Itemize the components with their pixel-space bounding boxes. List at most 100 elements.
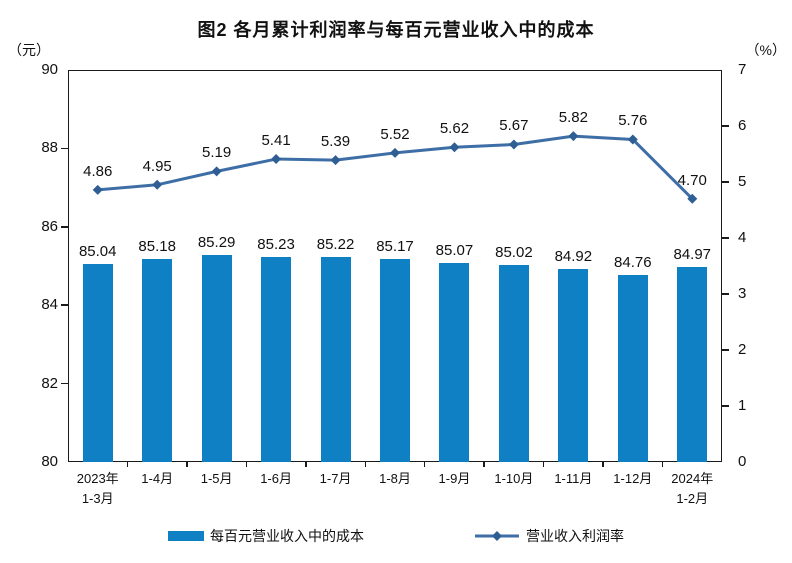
y-axis-label-right: 5 bbox=[738, 173, 747, 190]
bar bbox=[261, 256, 292, 462]
y-axis-label-left: 82 bbox=[41, 374, 58, 392]
bar-value-label: 85.22 bbox=[316, 236, 355, 254]
x-axis-label: 1-10月 bbox=[494, 471, 534, 486]
x-axis-tick bbox=[126, 462, 129, 467]
bar-value-label: 85.23 bbox=[257, 235, 295, 253]
line-marker-icon bbox=[152, 179, 163, 190]
line-value-label: 5.41 bbox=[261, 132, 291, 150]
bar-value-label: 85.07 bbox=[435, 242, 474, 260]
x-axis-tick bbox=[364, 462, 367, 467]
bar bbox=[498, 265, 529, 462]
y-axis-label-left: 90 bbox=[41, 61, 58, 78]
line-value-label: 4.86 bbox=[83, 162, 113, 180]
y-axis-label-right: 6 bbox=[738, 117, 747, 134]
x-axis-label: 2023年 1-3月 bbox=[76, 471, 119, 507]
y-axis-tick-right bbox=[722, 237, 729, 239]
x-axis-tick bbox=[305, 462, 307, 467]
x-axis-label: 1-8月 bbox=[379, 471, 411, 486]
y-axis-label-left: 86 bbox=[41, 217, 58, 235]
line-marker-icon bbox=[687, 193, 698, 204]
x-axis-label: 1-6月 bbox=[260, 471, 292, 486]
x-axis-label: 1-4月 bbox=[141, 471, 174, 486]
x-axis-tick bbox=[423, 462, 426, 467]
x-axis-tick bbox=[483, 462, 485, 467]
x-axis-tick bbox=[245, 462, 248, 467]
bar-value-label: 84.92 bbox=[554, 248, 593, 266]
x-axis-label: 1-5月 bbox=[200, 471, 233, 486]
legend-label-profit: 营业收入利润率 bbox=[526, 528, 624, 544]
line-value-label: 5.62 bbox=[439, 120, 470, 138]
y-axis-tick-right bbox=[722, 181, 729, 183]
bar-value-label: 85.17 bbox=[376, 238, 414, 256]
y-axis-label-right: 3 bbox=[738, 285, 747, 302]
line-marker-icon bbox=[330, 155, 341, 166]
line-marker-icon bbox=[92, 184, 103, 195]
line-marker-icon bbox=[627, 134, 638, 145]
bar bbox=[439, 263, 470, 462]
bar-value-label: 84.76 bbox=[614, 254, 652, 272]
y-axis-tick-left bbox=[61, 382, 68, 385]
bar bbox=[201, 254, 232, 462]
line-series bbox=[92, 131, 698, 204]
legend-item-cost: 每百元营业收入中的成本 bbox=[168, 526, 364, 546]
x-axis-tick bbox=[602, 462, 604, 467]
bar-value-label: 85.29 bbox=[197, 233, 236, 251]
y-axis-tick-left bbox=[61, 147, 68, 150]
line-value-label: 5.82 bbox=[558, 109, 588, 127]
y-axis-tick-left bbox=[61, 226, 68, 228]
bar bbox=[142, 258, 173, 462]
y-axis-tick-right bbox=[722, 405, 729, 407]
line-value-label: 4.95 bbox=[142, 157, 172, 175]
line-value-label: 5.67 bbox=[499, 117, 529, 135]
x-axis-label: 1-9月 bbox=[438, 471, 471, 486]
x-axis-tick bbox=[661, 462, 664, 467]
bar bbox=[617, 275, 648, 462]
x-axis-label: 1-12月 bbox=[613, 471, 653, 486]
y-axis-tick-right bbox=[722, 293, 729, 295]
bar bbox=[82, 264, 113, 462]
line-marker-icon bbox=[211, 166, 222, 177]
legend-line-swatch bbox=[475, 531, 519, 541]
line-value-label: 5.19 bbox=[202, 144, 232, 162]
bar-value-label: 84.97 bbox=[673, 246, 712, 264]
left-axis-unit: （元） bbox=[8, 42, 50, 58]
y-axis-tick-left bbox=[61, 304, 68, 306]
y-axis-label-left: 80 bbox=[41, 453, 58, 470]
y-axis-label-right: 4 bbox=[738, 229, 747, 246]
bar-value-label: 85.04 bbox=[78, 243, 117, 261]
bar bbox=[677, 267, 708, 462]
x-axis-tick bbox=[542, 462, 545, 467]
x-axis-tick bbox=[186, 462, 188, 467]
y-axis-label-right: 1 bbox=[738, 397, 747, 414]
bar bbox=[320, 257, 351, 462]
y-axis-label-right: 2 bbox=[738, 341, 747, 358]
line-marker-icon bbox=[271, 154, 282, 165]
y-axis-label-left: 84 bbox=[41, 296, 58, 314]
legend-bar-swatch bbox=[168, 531, 204, 541]
y-axis-label-right: 0 bbox=[738, 453, 747, 470]
bar bbox=[380, 259, 410, 462]
line-marker-icon bbox=[508, 139, 519, 150]
line-value-label: 5.76 bbox=[618, 112, 648, 130]
line-value-label: 5.52 bbox=[380, 125, 410, 143]
y-axis-tick-right bbox=[722, 349, 729, 351]
legend-label-cost: 每百元营业收入中的成本 bbox=[210, 528, 364, 544]
x-axis-label: 2024年 1-2月 bbox=[671, 471, 714, 507]
y-axis-label-left: 88 bbox=[41, 139, 58, 157]
x-axis-label: 1-11月 bbox=[554, 471, 593, 486]
chart-title: 图2 各月累计利润率与每百元营业收入中的成本 bbox=[197, 20, 595, 40]
line-marker-icon bbox=[568, 131, 579, 142]
line-marker-icon bbox=[449, 142, 460, 153]
bar bbox=[558, 269, 589, 462]
legend-diamond-icon bbox=[492, 531, 502, 541]
line-marker-icon bbox=[390, 147, 400, 158]
x-axis-label: 1-7月 bbox=[319, 471, 352, 486]
right-axis-unit: （%） bbox=[745, 42, 786, 58]
legend: 每百元营业收入中的成本 营业收入利润率 bbox=[0, 526, 792, 546]
y-axis-label-right: 7 bbox=[738, 61, 747, 78]
bar-value-label: 85.02 bbox=[495, 244, 533, 262]
line-value-label: 5.39 bbox=[320, 133, 351, 151]
y-axis-tick-right bbox=[722, 125, 729, 127]
legend-item-profit: 营业收入利润率 bbox=[474, 526, 624, 546]
